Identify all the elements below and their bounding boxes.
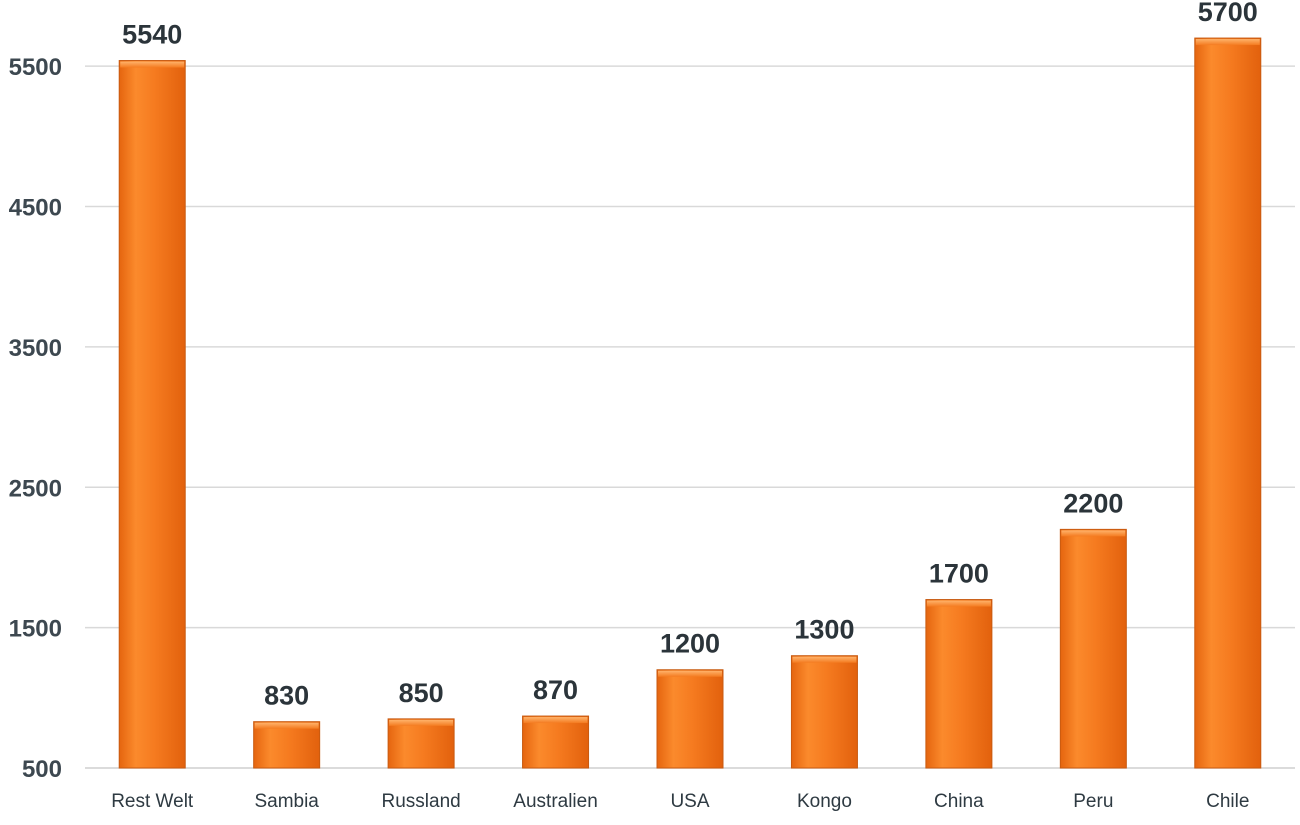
x-tick-label: USA [670, 791, 709, 812]
data-labels: 5540 830 850 870 1200 1300 1700 2200 5700 [122, 0, 1258, 711]
bar-china [925, 599, 993, 769]
bar-highlight [120, 61, 185, 68]
bar-peru [1059, 528, 1127, 769]
y-tick-label: 1500 [9, 616, 62, 643]
data-label: 830 [264, 681, 309, 711]
x-tick-label: Chile [1206, 791, 1249, 812]
bar-australien [522, 715, 590, 769]
bars [118, 37, 1262, 769]
data-label: 870 [533, 675, 578, 705]
y-tick-label: 5500 [9, 54, 62, 81]
x-tick-label: Russland [382, 791, 461, 812]
data-label: 850 [399, 678, 444, 708]
bar-highlight [792, 656, 857, 663]
x-tick-label: Rest Welt [111, 791, 194, 812]
bar-sambia [253, 721, 321, 769]
data-label: 5700 [1198, 0, 1258, 27]
data-label: 1700 [929, 559, 989, 589]
bar-chile [1194, 37, 1262, 769]
bar-highlight [523, 717, 588, 724]
y-tick-label: 500 [22, 756, 62, 783]
bar-kongo [790, 655, 858, 769]
bar-highlight [926, 600, 991, 607]
bar-highlight [1195, 39, 1260, 46]
bar-highlight [658, 670, 722, 677]
y-tick-label: 2500 [9, 475, 62, 502]
x-tick-label: Kongo [797, 791, 852, 812]
data-label: 5540 [122, 20, 182, 50]
y-tick-label: 3500 [9, 335, 62, 362]
bar-rest-welt [118, 60, 186, 769]
bar-highlight [254, 722, 319, 729]
x-tick-label: Peru [1073, 791, 1113, 812]
bar-highlight [389, 719, 454, 726]
data-label: 1200 [660, 629, 720, 659]
bar-highlight [1061, 530, 1126, 537]
x-tick-label: Sambia [254, 791, 319, 812]
bar-usa [656, 669, 724, 769]
x-tick-label: China [934, 791, 984, 812]
bar-russland [387, 718, 455, 769]
x-tick-label: Australien [513, 791, 598, 812]
y-axis: 500 1500 2500 3500 4500 5500 [9, 54, 62, 783]
x-axis: Rest Welt Sambia Russland Australien USA Kong… [111, 791, 1249, 812]
y-tick-label: 4500 [9, 195, 62, 222]
data-label: 2200 [1063, 488, 1123, 518]
data-label: 1300 [794, 615, 854, 645]
